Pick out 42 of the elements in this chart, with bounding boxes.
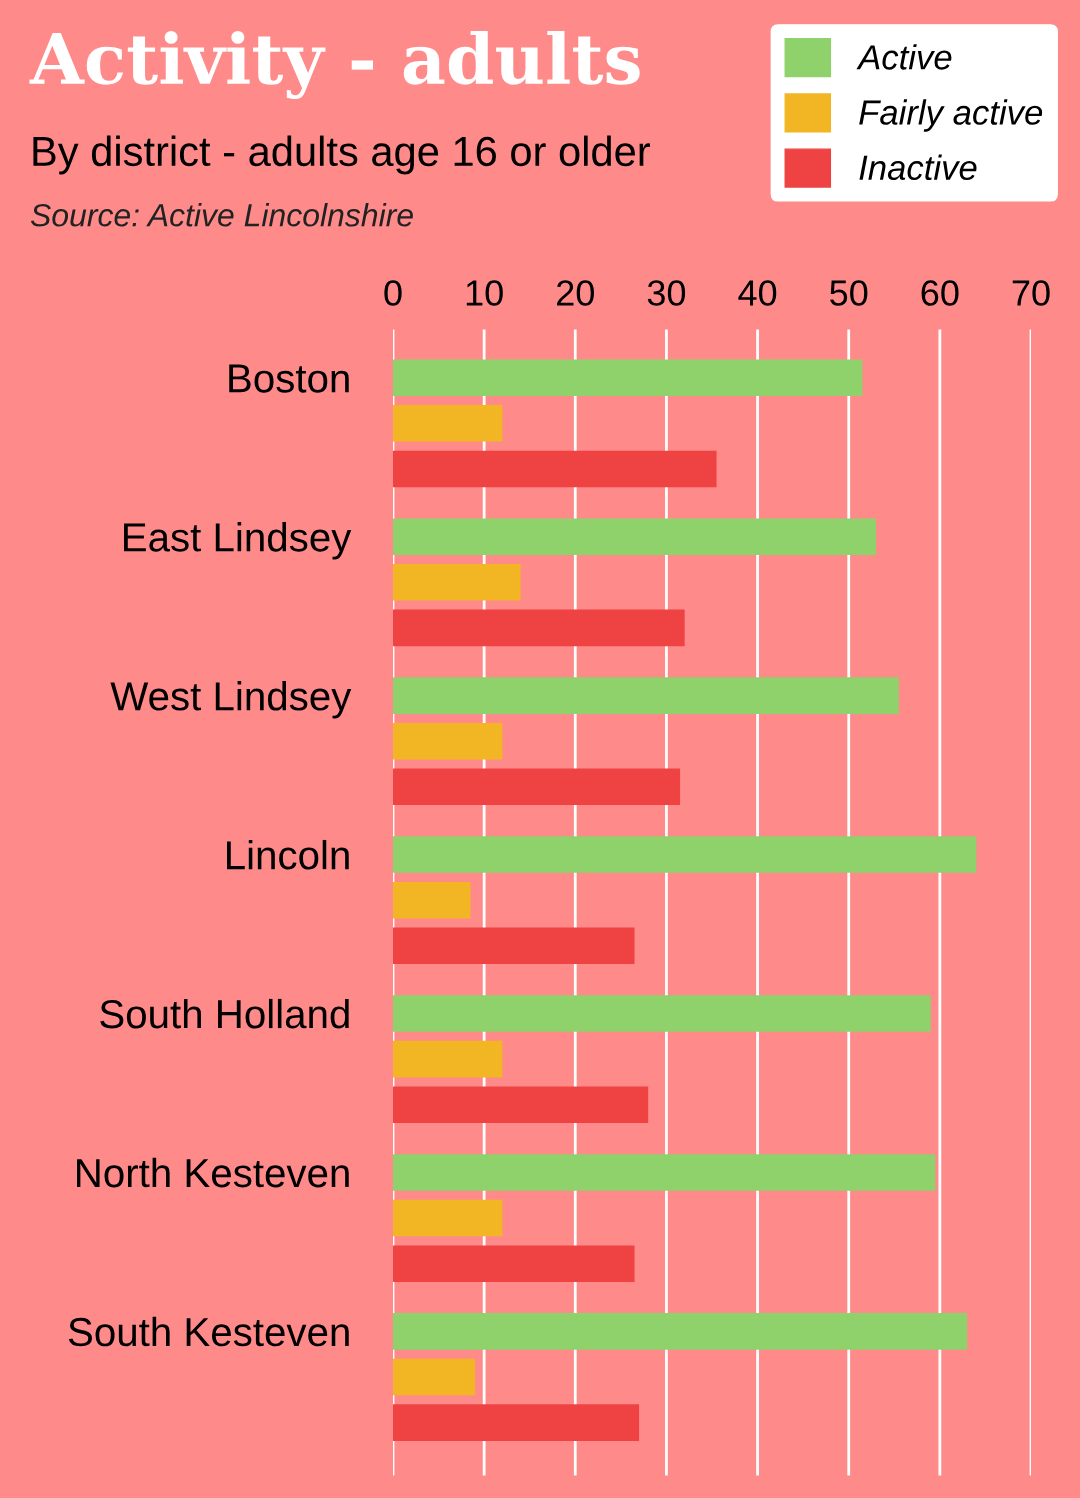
- chart-title: Activity - adults: [29, 30, 640, 100]
- y-tick-label: Boston: [229, 364, 349, 393]
- bar: [393, 995, 931, 1032]
- x-tick-label: 30: [647, 280, 686, 306]
- bar: [393, 1040, 503, 1078]
- x-tick-label: 10: [466, 280, 503, 306]
- y-tick-label: South Kesteven: [68, 1316, 349, 1347]
- x-tick-label: 70: [1012, 280, 1050, 306]
- x-tick-label: 20: [557, 280, 594, 306]
- legend-label: Active: [856, 44, 952, 70]
- y-tick-label: West Lindsey: [110, 681, 352, 719]
- bar: [393, 836, 977, 873]
- bar: [393, 1154, 936, 1191]
- bar: [393, 1313, 968, 1350]
- y-tick-label: South Holland: [100, 998, 349, 1029]
- bar: [393, 1245, 635, 1282]
- legend-label: Inactive: [859, 154, 977, 181]
- bar: [393, 564, 521, 601]
- bar: [393, 405, 503, 442]
- x-tick-label: 0: [384, 280, 402, 306]
- bar: [393, 1358, 476, 1396]
- bar: [393, 677, 899, 714]
- y-tick-label: East Lindsey: [124, 522, 352, 560]
- bar: [393, 609, 685, 647]
- x-tick-label: 40: [738, 280, 777, 306]
- bar: [393, 768, 681, 806]
- chart-subtitle: By district - adults age 16 or older: [33, 135, 650, 175]
- y-tick-label: North Kesteven: [77, 1157, 349, 1188]
- source-note: Source: Active Lincolnshire: [30, 203, 413, 227]
- bar: [393, 359, 863, 396]
- x-tick-label: 50: [830, 280, 868, 306]
- bar: [393, 1404, 640, 1441]
- bar: [393, 881, 471, 919]
- legend-label: Fairly active: [859, 99, 1043, 132]
- y-tick-label: Lincoln: [227, 839, 349, 870]
- bar: [393, 927, 635, 965]
- bar: [393, 1086, 649, 1123]
- bar: [393, 722, 503, 760]
- bar: [393, 1199, 503, 1237]
- x-tick-label: 60: [921, 280, 959, 306]
- bar: [393, 518, 877, 555]
- bar: [393, 450, 717, 488]
